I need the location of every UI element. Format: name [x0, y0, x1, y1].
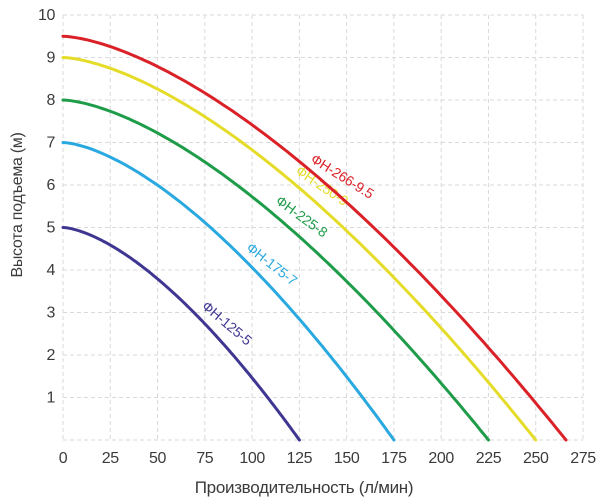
y-tick-label: 8 — [47, 92, 56, 109]
x-tick-label: 250 — [523, 450, 549, 467]
y-axis-title: Высота подъема (м) — [9, 132, 26, 278]
x-tick-label: 125 — [287, 450, 313, 467]
pump-curve — [61, 56, 538, 442]
x-tick-label: 50 — [149, 450, 166, 467]
y-tick-label: 4 — [47, 262, 56, 279]
x-tick-label: 275 — [570, 450, 596, 467]
pump-curve — [61, 98, 490, 442]
y-tick-label: 10 — [38, 7, 55, 24]
x-tick-label: 175 — [381, 450, 407, 467]
y-tick-label: 1 — [47, 390, 56, 407]
pump-curve — [61, 141, 396, 442]
y-tick-label: 3 — [47, 305, 56, 322]
x-tick-label: 225 — [476, 450, 502, 467]
y-tick-label: 6 — [47, 177, 56, 194]
pump-curve-label: ФН-225-8 — [273, 192, 331, 240]
pump-curve-label: ФН-125-5 — [199, 298, 255, 349]
y-tick-label: 9 — [47, 50, 56, 67]
y-tick-label: 7 — [47, 135, 56, 152]
x-axis-title: Производительность (л/мин) — [194, 478, 414, 497]
x-tick-label: 75 — [196, 450, 213, 467]
x-tick-label: 100 — [239, 450, 265, 467]
y-tick-label: 2 — [47, 347, 56, 364]
x-tick-label: 25 — [102, 450, 119, 467]
x-tick-label: 150 — [334, 450, 360, 467]
pump-curve — [61, 226, 301, 442]
y-tick-label: 5 — [47, 220, 56, 237]
x-tick-label: 200 — [428, 450, 454, 467]
x-tick-label: 0 — [59, 450, 68, 467]
pump-curve — [61, 34, 568, 442]
